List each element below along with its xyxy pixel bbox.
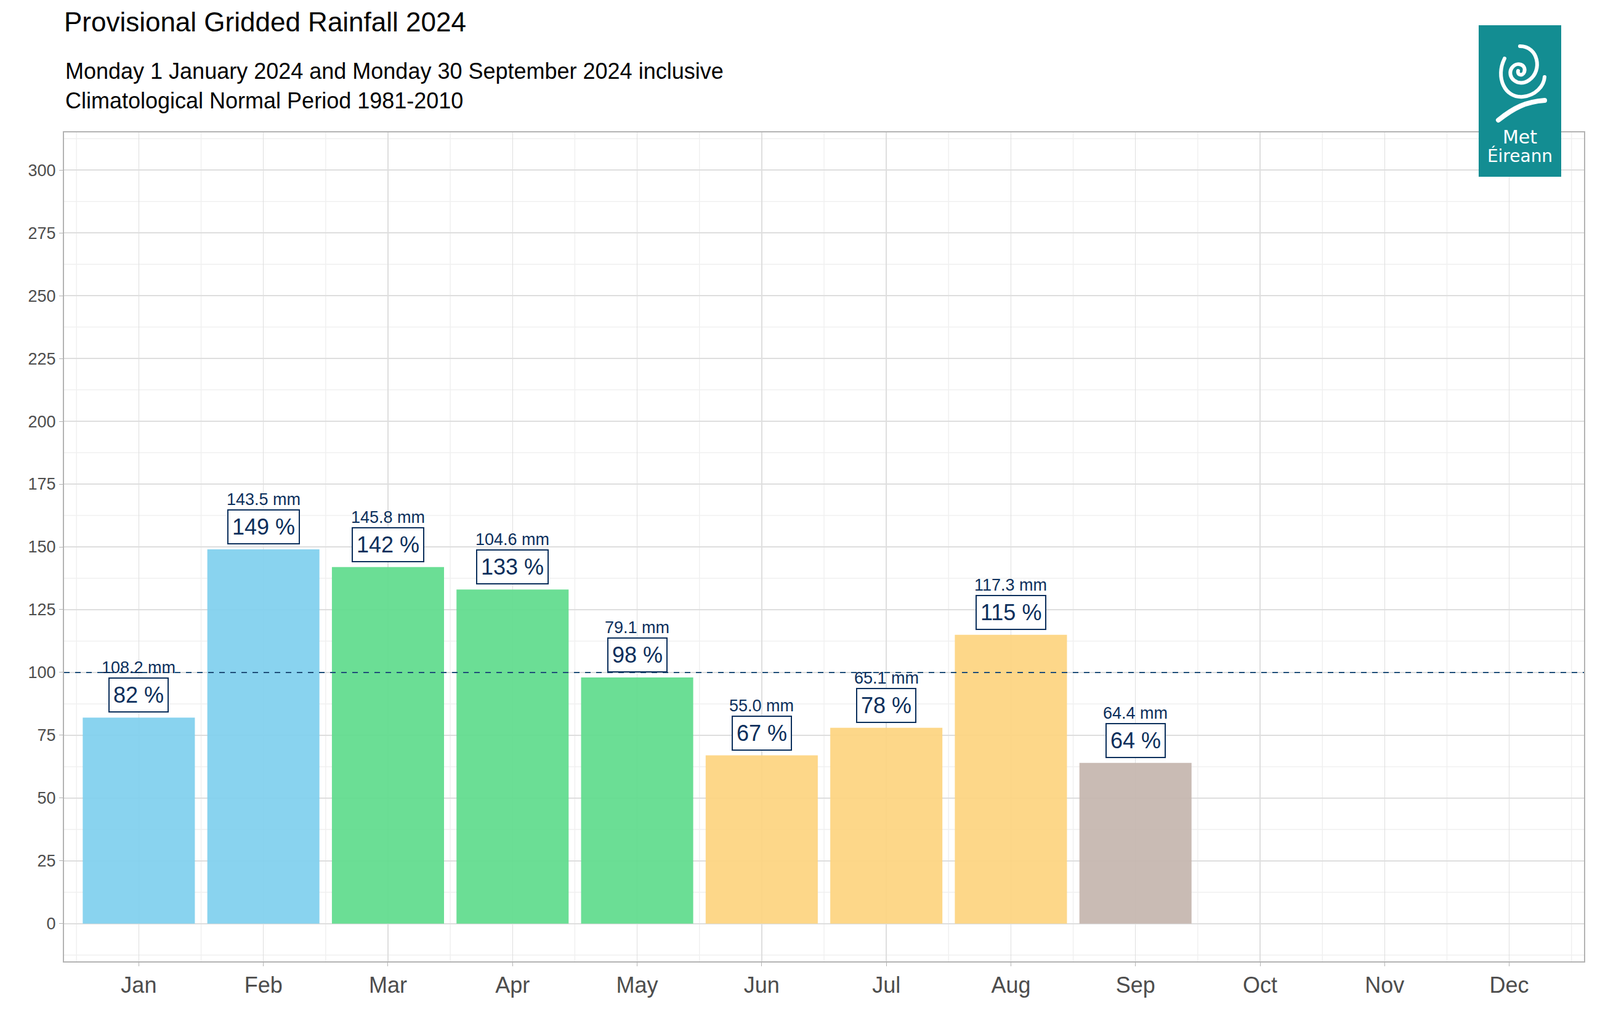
svg-text:Jan: Jan bbox=[120, 972, 157, 998]
svg-text:Sep: Sep bbox=[1115, 972, 1156, 998]
svg-text:Jul: Jul bbox=[872, 972, 901, 998]
svg-text:25: 25 bbox=[37, 851, 57, 871]
svg-text:55.0 mm: 55.0 mm bbox=[729, 696, 794, 716]
svg-text:117.3 mm: 117.3 mm bbox=[974, 575, 1047, 595]
svg-text:Nov: Nov bbox=[1364, 972, 1405, 998]
html-text:Éireann: Éireann bbox=[1487, 145, 1553, 167]
svg-text:Climatological Normal Period 1: Climatological Normal Period 1981-2010 bbox=[65, 88, 464, 114]
svg-text:64 %: 64 % bbox=[1110, 727, 1161, 754]
svg-text:May: May bbox=[616, 972, 659, 998]
svg-text:142 %: 142 % bbox=[356, 532, 420, 558]
svg-text:Apr: Apr bbox=[495, 972, 530, 998]
svg-text:Provisional Gridded Rainfall 2: Provisional Gridded Rainfall 2024 bbox=[64, 6, 467, 37]
svg-text:Jun: Jun bbox=[743, 972, 780, 998]
svg-text:Monday 1 January 2024 and Mond: Monday 1 January 2024 and Monday 30 Sept… bbox=[65, 58, 724, 84]
svg-text:143.5 mm: 143.5 mm bbox=[226, 490, 301, 509]
svg-text:79.1 mm: 79.1 mm bbox=[604, 618, 670, 637]
svg-text:Oct: Oct bbox=[1242, 972, 1278, 998]
svg-text:133 %: 133 % bbox=[480, 554, 544, 580]
svg-text:78 %: 78 % bbox=[860, 692, 912, 719]
svg-text:98 %: 98 % bbox=[612, 642, 663, 668]
svg-text:115 %: 115 % bbox=[980, 599, 1042, 626]
svg-text:225: 225 bbox=[28, 349, 57, 369]
svg-text:104.6 mm: 104.6 mm bbox=[475, 530, 550, 549]
svg-text:145.8 mm: 145.8 mm bbox=[351, 508, 425, 527]
svg-text:250: 250 bbox=[28, 286, 57, 306]
svg-text:Mar: Mar bbox=[368, 972, 408, 998]
svg-text:Dec: Dec bbox=[1489, 972, 1530, 998]
svg-text:275: 275 bbox=[28, 224, 57, 243]
svg-text:150: 150 bbox=[28, 537, 57, 557]
svg-text:Aug: Aug bbox=[990, 972, 1031, 998]
svg-text:75: 75 bbox=[37, 726, 57, 745]
svg-text:64.4 mm: 64.4 mm bbox=[1103, 703, 1168, 723]
svg-text:200: 200 bbox=[28, 412, 57, 432]
svg-text:65.1 mm: 65.1 mm bbox=[854, 668, 919, 688]
html-text:Met: Met bbox=[1502, 126, 1538, 148]
svg-text:82 %: 82 % bbox=[113, 682, 164, 708]
svg-text:125: 125 bbox=[28, 600, 57, 619]
svg-text:100: 100 bbox=[28, 663, 57, 682]
svg-text:50: 50 bbox=[37, 788, 57, 808]
svg-text:300: 300 bbox=[28, 161, 57, 180]
svg-text:175: 175 bbox=[28, 474, 57, 494]
svg-text:149 %: 149 % bbox=[232, 514, 295, 540]
svg-text:0: 0 bbox=[46, 914, 57, 934]
svg-text:67 %: 67 % bbox=[736, 720, 788, 746]
svg-text:Feb: Feb bbox=[244, 972, 283, 998]
svg-text:108.2 mm: 108.2 mm bbox=[101, 658, 176, 677]
